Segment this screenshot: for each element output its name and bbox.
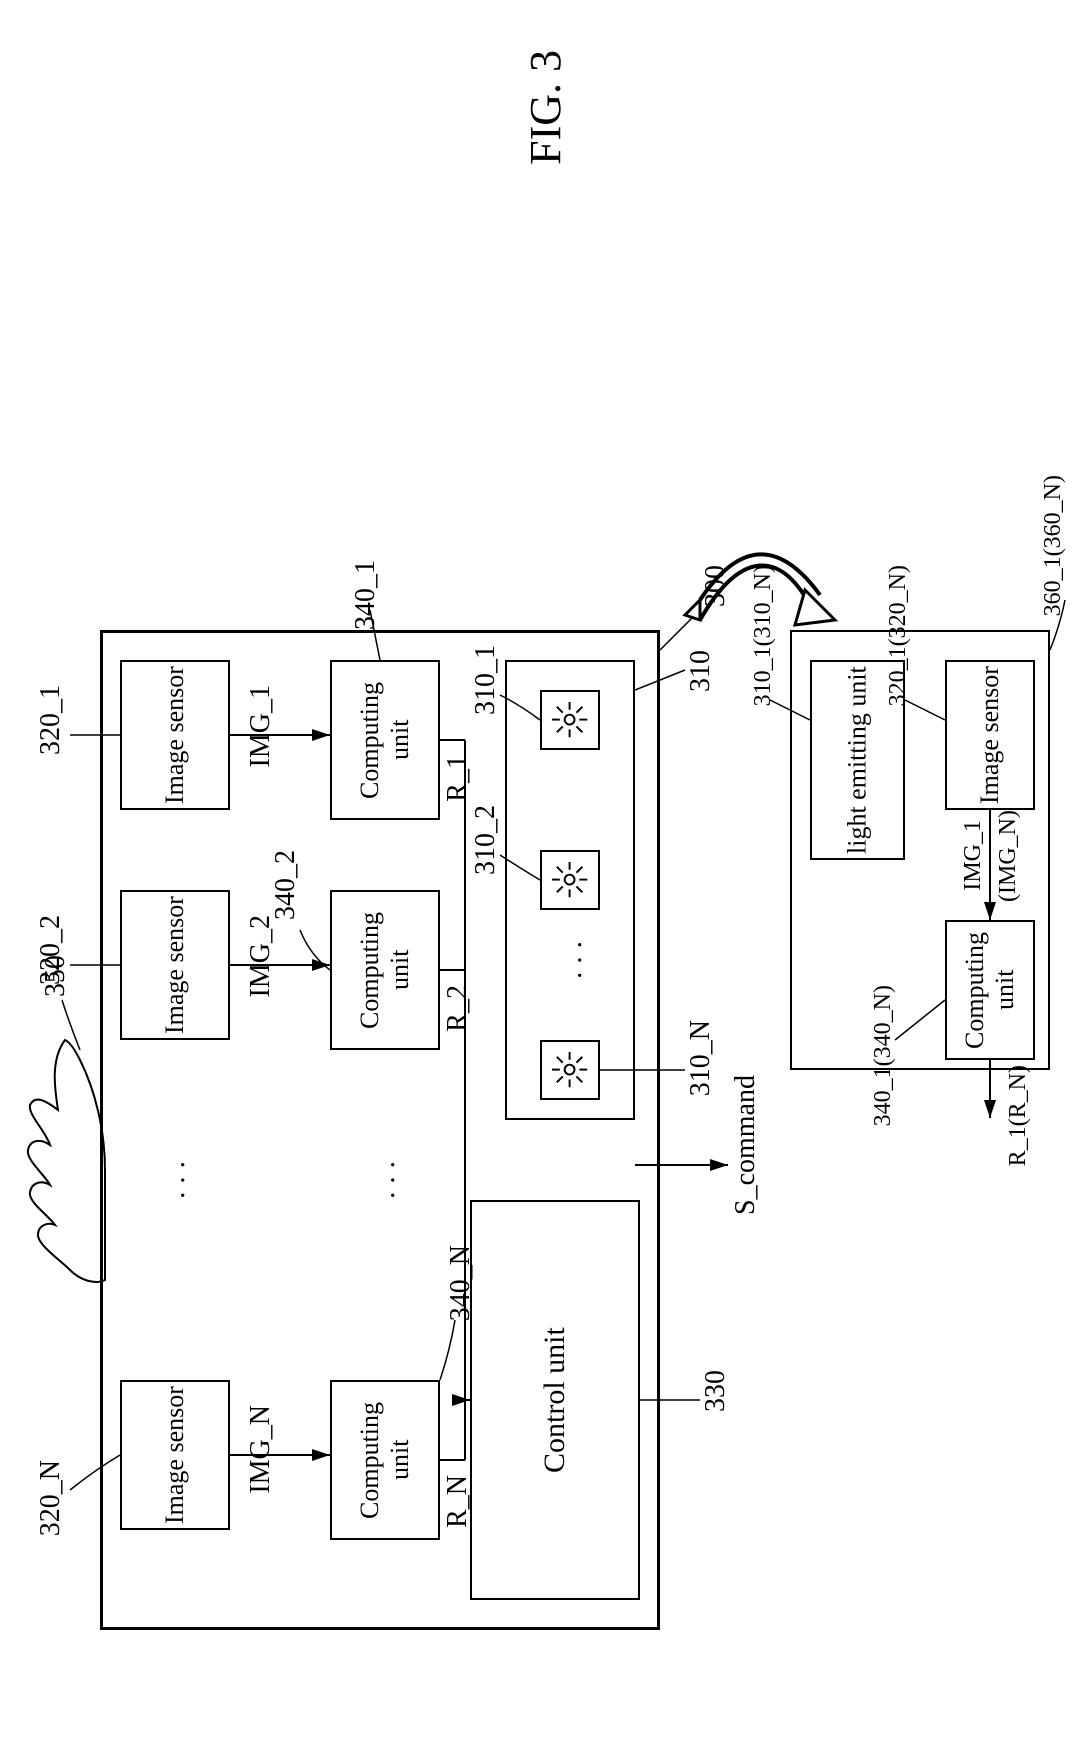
image-sensor-n-label: Image sensor xyxy=(122,1382,228,1528)
sig-img-1: IMG_1 xyxy=(245,685,277,767)
dots-lights: ··· xyxy=(562,940,594,986)
dots-computing: ··· xyxy=(375,1160,407,1206)
sig-img-n: IMG_N xyxy=(245,1405,277,1494)
ref-320-n: 320_N xyxy=(35,1460,67,1536)
sig-img-2: IMG_2 xyxy=(245,915,277,997)
image-sensor-1-label: Image sensor xyxy=(122,662,228,808)
light-n xyxy=(540,1040,600,1100)
sig-r-n: R_N xyxy=(442,1475,474,1528)
computing-unit-2-label: Computing unit xyxy=(332,892,438,1048)
computing-unit-n-label: Computing unit xyxy=(332,1382,438,1538)
ref-340-n: 340_N xyxy=(445,1245,477,1321)
sig-r-1: R_1 xyxy=(442,755,474,802)
sig-detail-r: R_1(R_N) xyxy=(1005,1065,1032,1166)
ref-360: 360_1(360_N) xyxy=(1040,475,1067,616)
sig-detail-img2: (IMG_N) xyxy=(995,810,1022,902)
sig-s-command: S_command xyxy=(730,1075,762,1215)
ref-310-n: 310_N xyxy=(685,1020,717,1096)
computing-unit-1: Computing unit xyxy=(330,660,440,820)
ref-detail-320: 320_1(320_N) xyxy=(885,565,912,706)
ref-340-2: 340_2 xyxy=(270,850,302,920)
computing-unit-2: Computing unit xyxy=(330,890,440,1050)
ref-310-1: 310_1 xyxy=(470,645,502,715)
sig-detail-img: IMG_1 xyxy=(960,820,987,891)
detail-computing-unit-label: Computing unit xyxy=(947,922,1033,1058)
sun-icon xyxy=(550,860,589,899)
light-2 xyxy=(540,850,600,910)
figure-caption: FIG. 3 xyxy=(520,50,571,165)
detail-image-sensor: Image sensor xyxy=(945,660,1035,810)
ref-320-1: 320_1 xyxy=(35,685,67,755)
ref-detail-310: 310_1(310_N) xyxy=(750,565,777,706)
detail-computing-unit: Computing unit xyxy=(945,920,1035,1060)
hand-icon xyxy=(20,1030,110,1290)
control-unit: Control unit xyxy=(470,1200,640,1600)
sun-icon xyxy=(550,1050,589,1089)
control-unit-label: Control unit xyxy=(472,1202,638,1598)
computing-unit-n: Computing unit xyxy=(330,1380,440,1540)
ref-350: 350 xyxy=(40,955,72,997)
ref-300: 300 xyxy=(700,565,732,607)
ref-310: 310 xyxy=(685,650,717,692)
ref-330: 330 xyxy=(700,1370,732,1412)
sig-r-2: R_2 xyxy=(442,985,474,1032)
computing-unit-1-label: Computing unit xyxy=(332,662,438,818)
image-sensor-2: Image sensor xyxy=(120,890,230,1040)
sun-icon xyxy=(550,700,589,739)
light-1 xyxy=(540,690,600,750)
figure-canvas: Image sensor Image sensor Image sensor C… xyxy=(20,20,1071,1742)
dots-sensors: ··· xyxy=(165,1160,197,1206)
ref-340-1: 340_1 xyxy=(350,560,382,630)
ref-310-2: 310_2 xyxy=(470,805,502,875)
image-sensor-1: Image sensor xyxy=(120,660,230,810)
image-sensor-2-label: Image sensor xyxy=(122,892,228,1038)
ref-detail-340: 340_1(340_N) xyxy=(870,985,897,1126)
image-sensor-n: Image sensor xyxy=(120,1380,230,1530)
detail-image-sensor-label: Image sensor xyxy=(947,662,1033,808)
